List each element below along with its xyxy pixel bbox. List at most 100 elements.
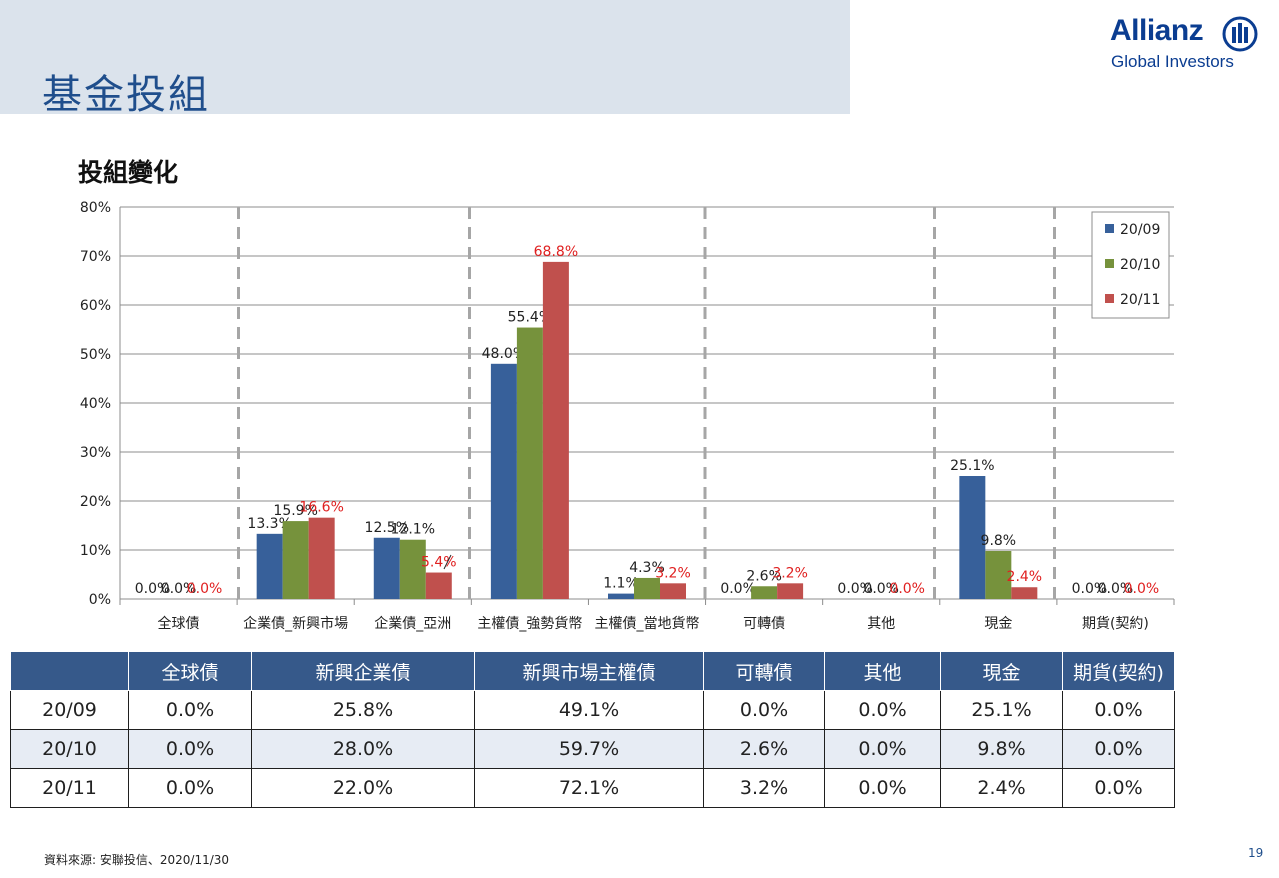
bar [985,550,1012,599]
data-label: 0.0% [135,581,171,597]
bar [490,363,517,599]
table-cell: 9.8% [940,729,1063,769]
table-header-row: 全球債 新興企業債 新興市場主權債 可轉債 其他 現金 期貨(契約) [10,651,1175,691]
legend-swatch [1105,294,1114,303]
logo-brand: Allianz [1110,14,1204,47]
legend-label: 20/11 [1120,292,1160,308]
bar [308,517,335,599]
data-label: 13.3% [247,516,291,532]
data-label: 55.4% [508,310,552,326]
bar [399,539,426,599]
bar [660,583,686,599]
data-label: 0.0% [187,581,223,597]
category-label: 其他 [867,616,895,632]
table-cell: 2.6% [703,729,825,769]
table-cell: 22.0% [251,768,475,808]
table-cell: 72.1% [474,768,704,808]
data-label: 0.0% [889,581,925,597]
y-tick-label: 30% [80,445,111,461]
label-leader-line [443,554,452,570]
table-header-cell: 全球債 [128,651,252,691]
data-label: 12.5% [365,520,409,536]
data-label: 15.9% [273,503,317,519]
page-title: 基金投組 [42,72,210,118]
table-cell: 59.7% [474,729,704,769]
table-cell: 3.2% [703,768,825,808]
table-header-cell: 現金 [940,651,1063,691]
allocation-table: 全球債 新興企業債 新興市場主權債 可轉債 其他 現金 期貨(契約) 20/09… [10,651,1175,808]
y-tick-label: 0% [89,592,111,608]
table-header-cell [10,651,129,691]
table-cell: 2.4% [940,768,1063,808]
data-label: 5.4% [421,555,457,571]
y-tick-label: 80% [80,200,111,216]
row-period: 20/11 [10,768,129,808]
data-label: 2.4% [1007,569,1043,585]
bar [282,521,309,599]
bar [1011,587,1038,599]
data-label: 0.0% [1098,581,1134,597]
category-label: 期貨(契約) [1082,615,1149,632]
data-label: 68.8% [534,244,578,260]
category-label: 企業債_新興市場 [243,615,348,632]
logo-subtitle: Global Investors [1111,52,1234,71]
category-label: 主權債_強勢貨幣 [477,615,582,632]
table-row: 20/09 0.0% 25.8% 49.1% 0.0% 0.0% 25.1% 0… [10,690,1175,730]
category-label: 全球債 [158,615,200,632]
allianz-logo: Allianz Global Investors [1110,14,1260,74]
legend-box [1091,211,1170,319]
category-label: 可轉債 [743,616,785,632]
allianz-eagle-icon [1222,16,1258,52]
table-header-cell: 新興企業債 [251,651,475,691]
data-label: 4.3% [629,560,665,576]
table-cell: 0.0% [703,690,825,730]
data-label: 12.1% [391,522,435,538]
table-cell: 49.1% [474,690,704,730]
data-label: 0.0% [837,581,873,597]
bar [634,577,660,599]
bar [256,533,283,599]
table-header-cell: 可轉債 [703,651,825,691]
table-cell: 0.0% [824,768,941,808]
table-cell: 0.0% [824,729,941,769]
data-label: 9.8% [981,533,1017,549]
table-row: 20/11 0.0% 22.0% 72.1% 3.2% 0.0% 2.4% 0.… [10,768,1175,808]
data-label: 16.6% [299,500,343,516]
data-label: 0.0% [863,581,899,597]
y-tick-label: 20% [80,494,111,510]
table-cell: 0.0% [824,690,941,730]
bar [608,593,634,599]
data-label: 0.0% [720,581,756,597]
bar [777,583,804,599]
data-label: 2.6% [746,568,782,584]
table-cell: 0.0% [1062,690,1175,730]
legend-swatch [1105,224,1114,233]
legend-label: 20/09 [1120,222,1160,238]
table-cell: 0.0% [128,690,252,730]
page-number: 19 [1248,846,1264,860]
table-row: 20/10 0.0% 28.0% 59.7% 2.6% 0.0% 9.8% 0.… [10,729,1175,769]
legend-label: 20/10 [1120,257,1160,273]
data-label: 1.1% [603,576,639,592]
bar [373,537,400,599]
table-cell: 28.0% [251,729,475,769]
table-cell: 0.0% [1062,729,1175,769]
table-cell: 0.0% [128,768,252,808]
bar [751,586,778,599]
row-period: 20/10 [10,729,129,769]
bar [516,327,543,599]
section-title: 投組變化 [78,158,179,187]
table-cell: 25.1% [940,690,1063,730]
y-tick-label: 40% [80,396,111,412]
y-tick-label: 70% [80,249,111,265]
y-tick-label: 10% [80,543,111,559]
row-period: 20/09 [10,690,129,730]
bar [959,476,986,599]
table-header-cell: 新興市場主權債 [474,651,704,691]
category-label: 主權債_當地貨幣 [595,615,700,632]
bar [542,261,569,599]
y-tick-label: 60% [80,298,111,314]
data-label: 3.2% [655,565,691,581]
data-label: 48.0% [482,346,526,362]
data-label: 3.2% [772,565,808,581]
